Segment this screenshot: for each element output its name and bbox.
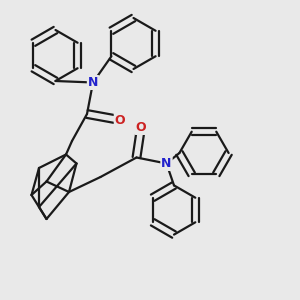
Text: N: N: [161, 157, 172, 170]
Text: O: O: [115, 113, 125, 127]
Text: O: O: [136, 121, 146, 134]
Text: N: N: [88, 76, 98, 89]
